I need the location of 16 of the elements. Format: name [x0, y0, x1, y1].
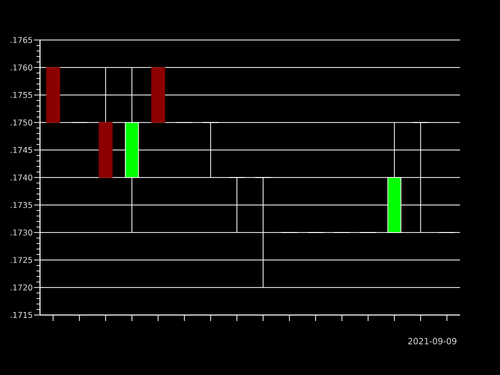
candlestick	[412, 122, 429, 233]
y-tick-label: .1725	[10, 256, 32, 264]
y-tick-label: .1715	[10, 312, 32, 318]
candlestick	[228, 177, 246, 233]
y-tick-label: .1755	[10, 92, 32, 98]
y-tick-label: .1730	[10, 229, 32, 236]
y-tick-label: .1720	[10, 284, 32, 291]
candlestick	[254, 177, 272, 288]
text: 2021-09-09	[408, 338, 456, 344]
y-tick-label: .1735	[10, 202, 32, 208]
y-tick-label: .1745	[10, 147, 32, 153]
y-tick-label: .1750	[10, 119, 32, 126]
y-tick-label: .1740	[10, 174, 32, 181]
y-tick-label: .1760	[10, 64, 32, 71]
candlestick	[202, 122, 219, 178]
y-tick-label: .1765	[10, 36, 32, 44]
